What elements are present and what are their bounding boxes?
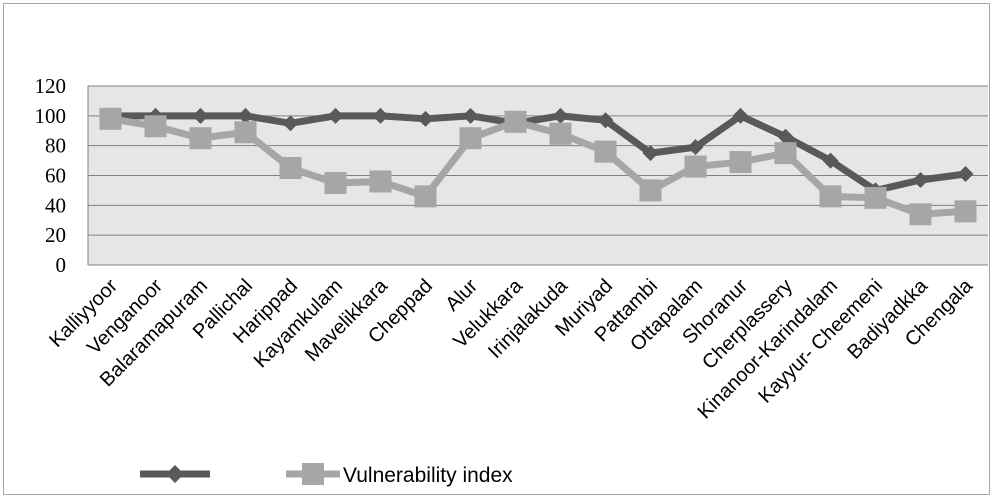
data-point xyxy=(414,185,437,208)
y-tick-label: 0 xyxy=(56,253,67,277)
data-point xyxy=(774,142,797,165)
data-point xyxy=(864,186,887,209)
series-line xyxy=(110,112,966,194)
legend-item-1 xyxy=(140,465,210,483)
data-point xyxy=(597,112,614,129)
data-point xyxy=(237,107,254,124)
y-tick-label: 40 xyxy=(45,193,66,217)
data-point xyxy=(819,185,842,208)
data-point xyxy=(504,110,527,133)
legend-label: Vulnerability index xyxy=(343,464,513,487)
data-point xyxy=(462,107,479,124)
data-point xyxy=(144,115,167,138)
y-tick-labels: 0 20 40 60 80 100 120 xyxy=(35,74,67,277)
data-point xyxy=(189,127,212,150)
data-point xyxy=(594,140,617,163)
data-point xyxy=(369,170,392,193)
data-point xyxy=(549,122,572,145)
data-point xyxy=(327,107,344,124)
data-point xyxy=(822,152,839,169)
data-point xyxy=(459,127,482,150)
x-tick-labels: KalliyyoorVenganoorBalaramapuramPallicha… xyxy=(45,274,977,423)
data-point xyxy=(372,107,389,124)
y-tick-label: 120 xyxy=(35,74,67,98)
data-point xyxy=(192,107,209,124)
y-tick-label: 80 xyxy=(45,134,66,158)
data-point xyxy=(729,151,752,174)
series-layer xyxy=(99,107,977,226)
y-tick-label: 60 xyxy=(45,164,66,188)
data-point xyxy=(957,166,974,183)
data-point xyxy=(324,171,347,194)
data-point xyxy=(99,107,122,130)
data-point xyxy=(279,157,302,180)
data-point xyxy=(552,107,569,124)
data-point xyxy=(954,200,977,223)
series-2 xyxy=(99,107,977,226)
legend-marker xyxy=(166,465,184,483)
y-tick-label: 20 xyxy=(45,223,66,247)
data-point xyxy=(639,179,662,202)
data-point xyxy=(732,107,749,124)
data-point xyxy=(684,155,707,178)
data-point xyxy=(777,128,794,145)
data-point xyxy=(282,115,299,132)
gridlines xyxy=(88,85,988,236)
legend-item-2: Vulnerability index xyxy=(286,463,513,487)
data-point xyxy=(909,203,932,226)
data-point xyxy=(234,121,257,144)
data-point xyxy=(687,139,704,156)
legend-marker xyxy=(302,463,324,485)
data-point xyxy=(642,145,659,162)
data-point xyxy=(417,110,434,127)
legend: Vulnerability index xyxy=(140,463,513,487)
data-point xyxy=(912,171,929,188)
y-tick-label: 100 xyxy=(35,104,67,128)
